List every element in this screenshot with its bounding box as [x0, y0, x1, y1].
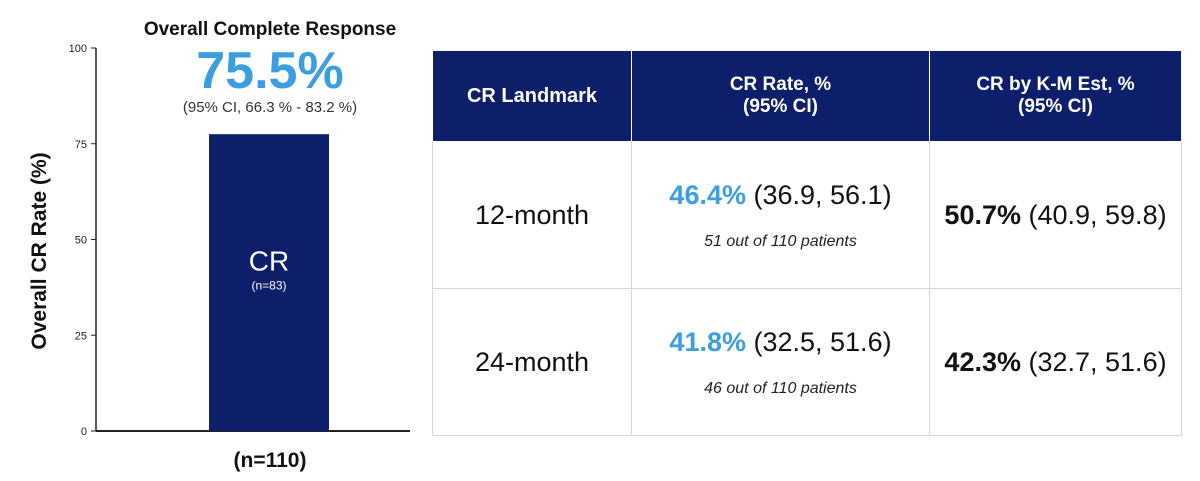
- bars: CR (n=83): [209, 134, 329, 432]
- km-est-ci: (40.9, 59.8): [1020, 199, 1167, 230]
- header-cr-rate: CR Rate, % (95% CI): [631, 50, 930, 142]
- cr-rate-cell: 41.8% (32.5, 51.6) 46 out of 110 patient…: [631, 288, 930, 436]
- km-est-cell: 42.3% (32.7, 51.6): [929, 288, 1182, 436]
- cr-rate-ci: (32.5, 51.6): [745, 326, 892, 357]
- landmark-cell: 24-month: [432, 288, 632, 436]
- cr-bar-chart: Overall Complete Response 75.5% (95% CI,…: [28, 19, 410, 472]
- confidence-interval: (95% CI, 66.3 % - 83.2 %): [183, 99, 357, 116]
- cr-rate-value: 41.8%: [669, 326, 746, 357]
- y-tick-label: 75: [75, 139, 87, 151]
- y-tick-label: 100: [69, 43, 87, 55]
- header-km-line1: CR by K-M Est, %: [976, 74, 1135, 95]
- cr-rate-line: 41.8% (32.5, 51.6): [638, 327, 923, 358]
- cr-landmark-table: CR Landmark CR Rate, % (95% CI) CR by K-…: [432, 50, 1182, 436]
- bar-cr: [209, 134, 329, 432]
- table-row: 12-month 46.4% (36.9, 56.1) 51 out of 11…: [432, 141, 1182, 289]
- patients-count: 46 out of 110 patients: [704, 379, 857, 397]
- y-axis-ticks: 0 25 50 75 100: [69, 43, 96, 438]
- headline-value: 75.5%: [196, 42, 343, 100]
- y-tick-label: 50: [75, 235, 87, 247]
- table-header-row: CR Landmark CR Rate, % (95% CI) CR by K-…: [432, 50, 1182, 142]
- km-est-cell: 50.7% (40.9, 59.8): [929, 141, 1182, 289]
- header-landmark: CR Landmark: [432, 50, 632, 142]
- patients-count: 51 out of 110 patients: [704, 232, 857, 250]
- cr-rate-ci: (36.9, 56.1): [745, 179, 892, 210]
- chart-title: Overall Complete Response: [144, 19, 396, 40]
- km-est-value: 42.3%: [944, 346, 1021, 377]
- y-tick-label: 0: [81, 426, 87, 438]
- cr-rate-line: 46.4% (36.9, 56.1): [638, 180, 923, 211]
- header-km-line2: (95% CI): [1018, 96, 1093, 117]
- y-tick-label: 25: [75, 330, 87, 342]
- y-axis-label: Overall CR Rate (%): [28, 152, 51, 349]
- table-row: 24-month 41.8% (32.5, 51.6) 46 out of 11…: [432, 288, 1182, 436]
- header-km-est: CR by K-M Est, % (95% CI): [929, 50, 1182, 142]
- header-cr-rate-line1: CR Rate, %: [729, 74, 832, 95]
- bar-label: CR: [249, 246, 289, 277]
- x-axis-label: (n=110): [234, 449, 307, 472]
- cr-rate-cell: 46.4% (36.9, 56.1) 51 out of 110 patient…: [631, 141, 930, 289]
- landmark-cell: 12-month: [432, 141, 632, 289]
- km-est-ci: (32.7, 51.6): [1020, 346, 1167, 377]
- header-cr-rate-line2: (95% CI): [743, 96, 818, 117]
- cr-rate-value: 46.4%: [669, 179, 746, 210]
- km-est-value: 50.7%: [944, 199, 1021, 230]
- bar-sublabel: (n=83): [251, 279, 286, 293]
